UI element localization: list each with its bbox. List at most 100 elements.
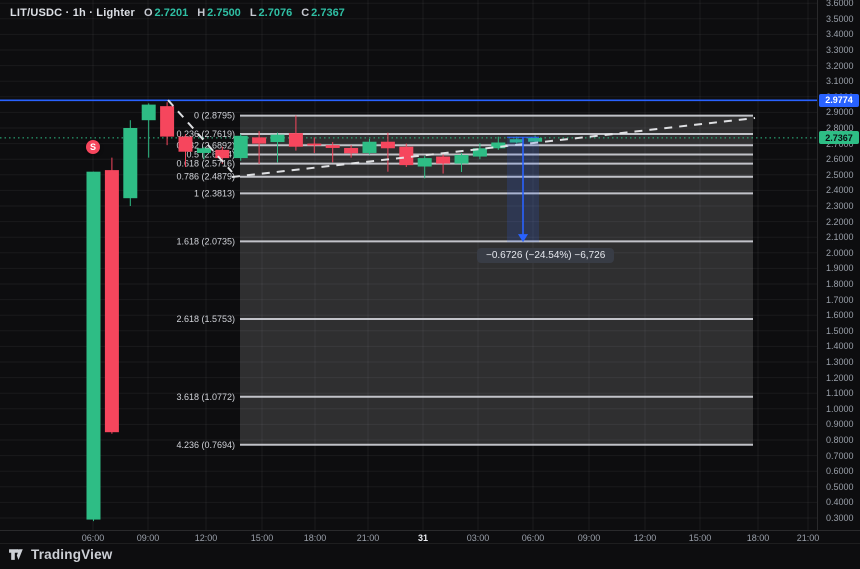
candle-body: [436, 156, 451, 164]
candle[interactable]: [104, 157, 119, 434]
candle-body: [252, 137, 267, 144]
candle-body: [417, 158, 432, 167]
candle[interactable]: [528, 135, 543, 143]
candle[interactable]: [252, 131, 267, 164]
price-tick: 1.7000: [826, 294, 854, 305]
time-tick: 09:00: [577, 533, 601, 543]
fib-level-label: 1.618 (2.0735): [176, 236, 235, 246]
price-tick: 2.0000: [826, 247, 854, 258]
candle-body: [123, 128, 138, 199]
symbol-title[interactable]: LIT/USDC · 1h · Lighter: [10, 7, 135, 19]
candle-body: [215, 149, 230, 159]
candle-body: [362, 141, 377, 153]
price-tick: 1.6000: [826, 310, 854, 321]
fib-level-label: 4.236 (0.7694): [176, 440, 235, 450]
grid: [0, 0, 817, 530]
time-tick: 21:00: [796, 533, 820, 543]
candle[interactable]: [380, 132, 395, 172]
price-tick: 0.9000: [826, 419, 854, 430]
time-tick: 03:00: [466, 533, 490, 543]
price-tick: 1.4000: [826, 341, 854, 352]
price-tick: 0.6000: [826, 466, 854, 477]
fib-level-label: 2.618 (1.5753): [176, 314, 235, 324]
candle[interactable]: [472, 143, 487, 160]
candle[interactable]: [307, 137, 322, 153]
price-tick: 0.3000: [826, 513, 854, 523]
price-tick: 3.4000: [826, 29, 854, 40]
fib-level-label: 0.5 (2.6304): [186, 149, 235, 159]
price-tick: 0.7000: [826, 450, 854, 461]
price-tick: 0.5000: [826, 481, 854, 492]
candle[interactable]: [417, 156, 432, 179]
price-chart-canvas[interactable]: 0 (2.8795)0.236 (2.7619)0.382 (2.6892)0.…: [0, 0, 817, 530]
fib-retracement[interactable]: 0 (2.8795)0.236 (2.7619)0.382 (2.6892)0.…: [176, 111, 753, 450]
candle-body: [528, 137, 543, 142]
candle-body: [288, 133, 303, 147]
time-tick: 15:00: [250, 533, 274, 543]
sell-marker[interactable]: S: [86, 140, 100, 154]
price-tick: 3.6000: [826, 0, 854, 9]
candle-body: [344, 147, 359, 154]
candle-body: [325, 145, 340, 148]
trend-dashed-line[interactable]: [231, 117, 756, 178]
fib-level-label: 0.618 (2.5716): [176, 159, 235, 169]
candle[interactable]: [123, 120, 138, 206]
candle[interactable]: [86, 171, 101, 522]
candle-body: [380, 141, 395, 149]
price-tick: 2.1000: [826, 232, 854, 243]
ohlc-close: C 2.7367: [301, 7, 345, 19]
candle[interactable]: [399, 143, 414, 167]
time-tick: 12:00: [194, 533, 218, 543]
candle[interactable]: [178, 134, 193, 167]
candle[interactable]: [160, 102, 175, 146]
price-tick: 3.2000: [826, 60, 854, 71]
fib-level-label: 0.382 (2.6892): [176, 140, 235, 150]
candle[interactable]: [491, 136, 506, 150]
price-tick: 0.4000: [826, 497, 854, 508]
candle[interactable]: [196, 146, 211, 160]
price-tick: 2.5000: [826, 169, 854, 180]
time-tick: 06:00: [521, 533, 545, 543]
candle-body: [399, 146, 414, 166]
price-tick: 2.2000: [826, 216, 854, 227]
candle[interactable]: [454, 152, 469, 172]
tradingview-logo-icon[interactable]: [8, 546, 25, 563]
candle-body: [472, 148, 487, 157]
watermark-text[interactable]: TradingView: [31, 547, 113, 562]
candle[interactable]: [362, 138, 377, 155]
price-axis-separator: [817, 0, 818, 530]
price-tick: 2.4000: [826, 185, 854, 196]
time-axis[interactable]: 06:00 09:00 12:00 15:00 18:00 21:00 31 03:00 06:…: [0, 531, 820, 543]
measure-tooltip[interactable]: −0.6726 (−24.54%) −6,726: [477, 248, 615, 263]
candle-body: [104, 170, 119, 433]
candle-body: [160, 106, 175, 137]
fib-level-label: 3.618 (1.0772): [176, 392, 235, 402]
price-axis[interactable]: 0.3000 0.4000 0.5000 0.6000 0.7000 0.8000 0.90…: [818, 0, 860, 530]
candlestick-series: [86, 102, 543, 522]
candle[interactable]: [233, 134, 248, 161]
candle-body: [141, 104, 156, 121]
price-tick: 0.8000: [826, 435, 854, 445]
candle[interactable]: [270, 132, 285, 163]
candle[interactable]: [344, 145, 359, 158]
candle[interactable]: [509, 136, 524, 144]
candle[interactable]: [436, 154, 451, 174]
fib-level-label: 0.786 (2.4879): [176, 172, 235, 182]
price-tick: 1.9000: [826, 263, 854, 274]
trend-lines[interactable]: [167, 99, 756, 178]
candle[interactable]: [325, 142, 340, 163]
time-tick: 18:00: [746, 533, 770, 543]
time-tick: 15:00: [688, 533, 712, 543]
time-tick: 09:00: [136, 533, 160, 543]
candle-body: [86, 171, 101, 520]
candle[interactable]: [288, 115, 303, 151]
trend-dashed-line[interactable]: [167, 99, 233, 173]
fib-level-label: 0 (2.8795): [194, 111, 235, 121]
alert-price-label: 2.9774: [819, 93, 859, 107]
measure-tool[interactable]: [507, 136, 539, 243]
candle[interactable]: [141, 103, 156, 158]
price-tick: 1.5000: [826, 325, 854, 336]
price-tick: 3.3000: [826, 45, 854, 55]
candle-body: [491, 142, 506, 149]
